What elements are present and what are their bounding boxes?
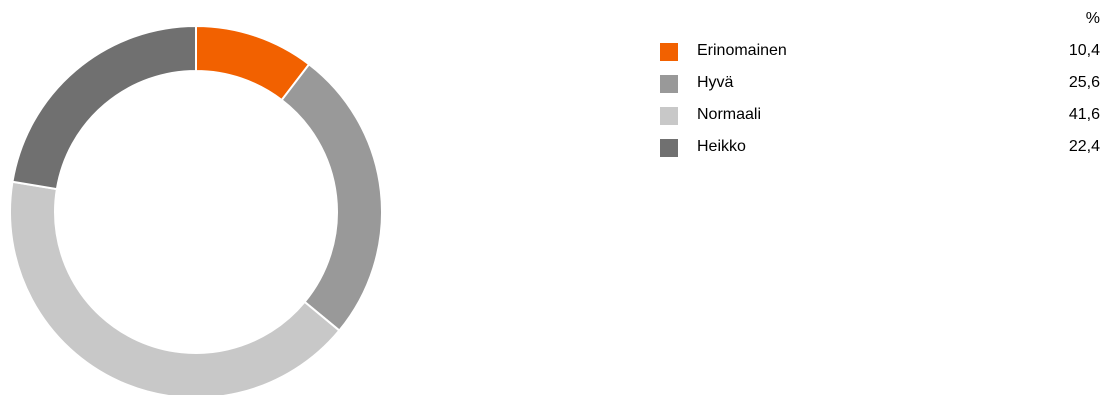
legend-label: Erinomainen [697,42,787,59]
donut-slice-heikko [11,24,197,191]
legend-value: 22,4 [1068,138,1100,155]
legend-value: 41,6 [1068,106,1100,123]
legend-label: Hyvä [697,74,734,91]
legend-swatch [660,139,678,157]
legend-item-hyva: Hyvä 25,6 [660,72,1100,96]
donut-slice-hyv- [280,62,383,332]
unit-label: % [1085,10,1100,27]
legend: % Erinomainen 10,4 Hyvä 25,6 Normaali 41… [650,0,1100,200]
legend-label: Heikko [697,138,746,155]
legend-value: 25,6 [1068,74,1100,91]
legend-value: 10,4 [1068,42,1100,59]
legend-swatch [660,75,678,93]
legend-swatch [660,43,678,61]
legend-label: Normaali [697,106,762,123]
donut-chart [9,24,383,395]
legend-swatch [660,107,678,125]
donut-slice-normaali [9,180,341,395]
legend-item-erinomainen: Erinomainen 10,4 [660,40,1100,64]
legend-item-heikko: Heikko 22,4 [660,136,1100,160]
legend-item-normaali: Normaali 41,6 [660,104,1100,128]
